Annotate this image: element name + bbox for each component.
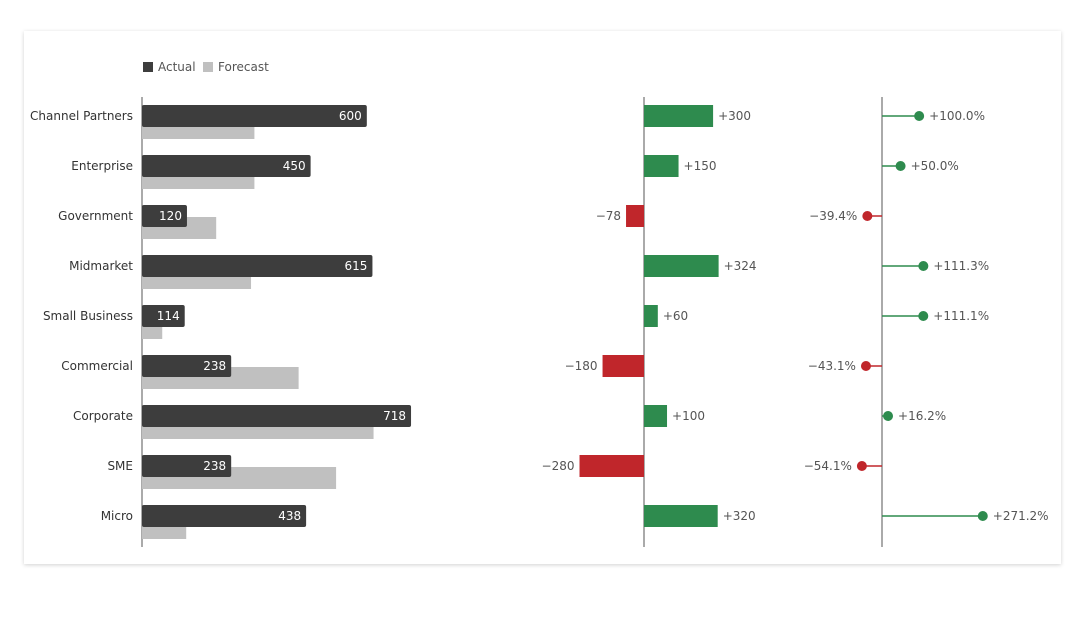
actual-bar	[142, 405, 412, 427]
variance-percent-dot	[918, 261, 929, 271]
variance-label: +300	[718, 109, 751, 123]
variance-label: −78	[596, 209, 621, 223]
variance-percent-dot	[918, 311, 929, 321]
legend-swatch-actual	[143, 62, 153, 72]
variance-percent-label: +50.0%	[911, 159, 959, 173]
actual-value-label: 718	[383, 409, 406, 423]
actual-value-label: 238	[203, 459, 226, 473]
category-label: Government	[58, 209, 133, 223]
variance-label: +100	[672, 409, 705, 423]
actual-bar	[142, 305, 185, 327]
variance-bar	[644, 155, 679, 177]
variance-percent-dot	[862, 211, 873, 221]
legend-label-actual: Actual	[158, 60, 196, 74]
actual-bar	[142, 355, 232, 377]
actual-bar	[142, 505, 307, 527]
variance-bar	[644, 255, 719, 277]
variance-percent-label: −54.1%	[804, 459, 852, 473]
variance-label: +320	[723, 509, 756, 523]
variance-percent-dot	[977, 511, 988, 521]
variance-percent-dot	[895, 161, 906, 171]
variance-bar	[644, 305, 658, 327]
actual-value-label: 114	[157, 309, 180, 323]
actual-value-label: 238	[203, 359, 226, 373]
variance-label: −280	[542, 459, 575, 473]
actual-value-label: 438	[278, 509, 301, 523]
variance-percent-label: +16.2%	[898, 409, 946, 423]
category-label: Micro	[101, 509, 133, 523]
actual-value-label: 615	[345, 259, 368, 273]
variance-percent-label: +271.2%	[993, 509, 1049, 523]
actual-bar	[142, 105, 367, 127]
actual-value-label: 600	[339, 109, 362, 123]
category-label: Channel Partners	[30, 109, 133, 123]
variance-percent-dot	[856, 461, 867, 471]
legend-label-forecast: Forecast	[218, 60, 269, 74]
category-label: Small Business	[43, 309, 133, 323]
category-label: Commercial	[61, 359, 133, 373]
variance-percent-label: +111.3%	[933, 259, 989, 273]
actual-bar	[142, 255, 373, 277]
variance-percent-label: −39.4%	[809, 209, 857, 223]
variance-bar	[644, 105, 714, 127]
actual-value-label: 450	[283, 159, 306, 173]
variance-label: −180	[565, 359, 598, 373]
variance-label: +150	[684, 159, 717, 173]
category-label: Midmarket	[69, 259, 133, 273]
variance-percent-dot	[860, 361, 871, 371]
variance-percent-label: −43.1%	[808, 359, 856, 373]
variance-bar	[626, 205, 644, 227]
variance-bar	[602, 355, 644, 377]
variance-label: +60	[663, 309, 688, 323]
actual-bar	[142, 205, 187, 227]
category-label: SME	[107, 459, 133, 473]
category-label: Corporate	[73, 409, 133, 423]
legend-swatch-forecast	[203, 62, 213, 72]
variance-bar	[579, 455, 644, 477]
variance-bar	[644, 505, 718, 527]
actual-bar	[142, 155, 311, 177]
actual-value-label: 120	[159, 209, 182, 223]
variance-percent-dot	[914, 111, 925, 121]
category-label: Enterprise	[71, 159, 133, 173]
variance-percent-dot	[883, 411, 894, 421]
variance-bar	[644, 405, 668, 427]
variance-label: +324	[724, 259, 757, 273]
variance-percent-label: +111.1%	[933, 309, 989, 323]
actual-bar	[142, 455, 232, 477]
variance-percent-label: +100.0%	[929, 109, 985, 123]
